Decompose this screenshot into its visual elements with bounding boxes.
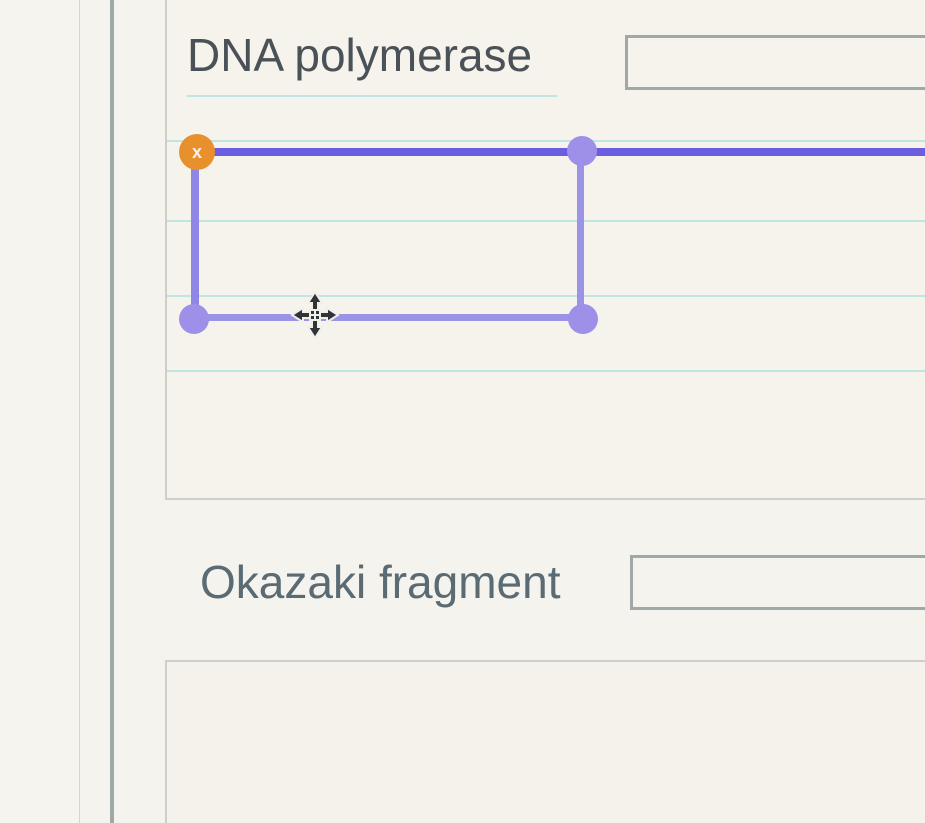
answer-field-2[interactable] — [630, 555, 925, 610]
close-icon: x — [192, 142, 202, 163]
ruled-line — [167, 140, 925, 142]
delete-handle[interactable]: x — [179, 134, 215, 170]
label-okazaki-fragment[interactable]: Okazaki fragment — [200, 555, 560, 609]
resize-handle-br[interactable] — [568, 304, 598, 334]
ruled-line — [167, 370, 925, 372]
move-cursor-icon — [290, 290, 340, 340]
stroke-segment[interactable] — [193, 148, 925, 156]
stroke-segment[interactable] — [577, 148, 584, 320]
left-margin-strip — [0, 0, 80, 823]
stroke-segment[interactable] — [191, 148, 199, 320]
vertical-divider — [110, 0, 114, 823]
label-dna-polymerase[interactable]: DNA polymerase — [187, 28, 532, 82]
notebook-panel-bottom — [165, 660, 925, 823]
stroke-segment[interactable] — [191, 314, 583, 321]
ruled-line — [167, 295, 925, 297]
label-underline — [187, 95, 557, 97]
resize-handle-tr[interactable] — [567, 136, 597, 166]
answer-field-1[interactable] — [625, 35, 925, 90]
notebook-panel-top: DNA polymerase — [165, 0, 925, 500]
ruled-line — [167, 220, 925, 222]
resize-handle-bl[interactable] — [179, 304, 209, 334]
